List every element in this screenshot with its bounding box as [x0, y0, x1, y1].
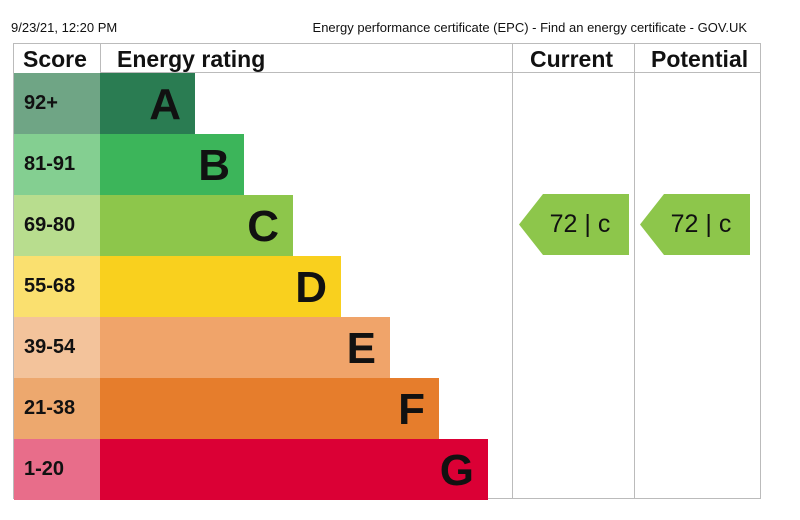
- band-bar: G: [100, 439, 488, 500]
- potential-rating-arrow: 72 | c: [640, 194, 750, 255]
- band-score: 69-80: [14, 195, 100, 256]
- band-score: 55-68: [14, 256, 100, 317]
- band-score: 92+: [14, 73, 100, 134]
- band-bar: E: [100, 317, 390, 378]
- current-rating-arrow: 72 | c: [519, 194, 629, 255]
- band-bar: B: [100, 134, 244, 195]
- energy-rating-header: Energy rating: [117, 46, 266, 72]
- band-bar: D: [100, 256, 341, 317]
- band-score: 39-54: [14, 317, 100, 378]
- band-bar: F: [100, 378, 439, 439]
- current-rating-label: 72 | c: [549, 210, 611, 238]
- potential-header: Potential: [651, 46, 749, 72]
- divider: [100, 72, 512, 73]
- score-header: Score: [23, 46, 87, 72]
- current-header: Current: [530, 46, 614, 72]
- potential-rating-label: 72 | c: [670, 210, 732, 238]
- print-timestamp: 9/23/21, 12:20 PM: [11, 20, 118, 35]
- divider: [513, 72, 761, 73]
- band-score: 21-38: [14, 378, 100, 439]
- band-score: 1-20: [14, 439, 100, 500]
- band-bar: A: [100, 73, 195, 134]
- divider: [512, 43, 513, 499]
- band-bar: C: [100, 195, 293, 256]
- page-title: Energy performance certificate (EPC) - F…: [312, 20, 747, 35]
- band-score: 81-91: [14, 134, 100, 195]
- divider: [634, 43, 635, 499]
